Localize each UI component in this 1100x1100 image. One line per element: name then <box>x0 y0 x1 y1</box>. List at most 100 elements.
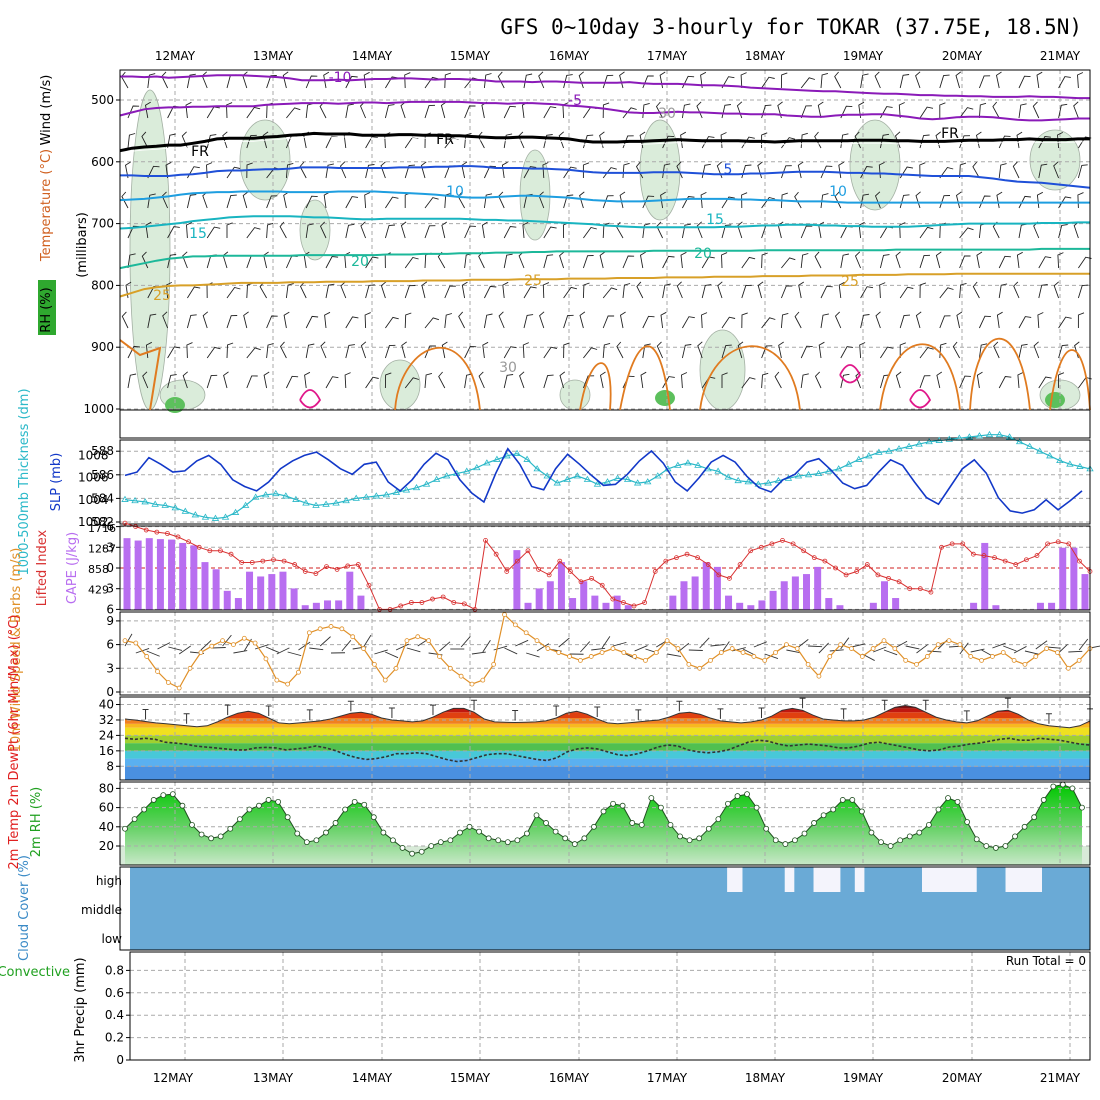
wind-barb <box>206 226 221 239</box>
cloud-gap <box>727 867 743 892</box>
wind10m-barb <box>937 638 949 650</box>
rh-marker <box>705 825 712 832</box>
rh-marker <box>600 808 607 815</box>
temp-minmax-bar <box>1045 713 1052 724</box>
wind-barb <box>1053 161 1060 179</box>
contour-30 <box>969 337 1031 411</box>
wind-barb <box>286 107 301 119</box>
thickness-marker <box>814 469 823 477</box>
wind-barb <box>345 344 355 359</box>
thickness-marker <box>684 459 692 466</box>
wind10m-ylabel: 10m Wind Speed & Barbs (m/s) <box>9 548 24 753</box>
wind-barb <box>483 165 496 179</box>
wind-barb <box>1057 131 1063 149</box>
wind-barb <box>482 341 489 359</box>
thickness-marker <box>493 455 501 462</box>
wind-barb <box>721 224 732 239</box>
wind10m-marker <box>729 646 735 651</box>
wind-barb <box>543 226 557 239</box>
thickness-marker <box>312 501 320 508</box>
li-marker <box>578 579 584 585</box>
wind-barb <box>424 345 436 359</box>
rh-marker <box>715 816 722 823</box>
rh-marker <box>887 843 894 849</box>
wind10m-marker <box>718 650 724 655</box>
cape-ticklabel: 1287 <box>88 542 116 555</box>
li-marker <box>165 531 170 536</box>
thickness-marker <box>885 447 893 454</box>
li-marker <box>154 529 160 535</box>
li-marker <box>440 594 446 600</box>
wind10m-barb <box>753 641 768 648</box>
wind-barb <box>935 131 941 149</box>
wind-barb <box>860 286 874 299</box>
li-marker <box>1055 539 1061 545</box>
thickness-marker <box>553 479 561 486</box>
wind-barb <box>182 251 188 269</box>
li-marker <box>822 558 828 564</box>
thickness-marker <box>714 467 722 474</box>
wind-barb <box>127 373 137 389</box>
wind-barb <box>919 106 934 119</box>
contour-label: FR <box>191 144 209 160</box>
wind-barb <box>246 227 261 239</box>
thickness-marker <box>1015 437 1024 445</box>
wind-barb <box>444 72 452 89</box>
wind10m-barb <box>883 649 898 656</box>
wind-barb <box>978 195 991 209</box>
li-marker <box>663 558 669 564</box>
wind-barb <box>959 227 974 239</box>
rh2m-frame <box>119 781 1091 866</box>
thickness-marker <box>513 449 521 456</box>
wind-barb <box>998 283 1008 299</box>
wind-barb <box>563 342 570 359</box>
wind-barb <box>559 371 566 389</box>
wind-barb <box>721 316 736 329</box>
chart-body: 12MAY 12MAY 13MAY 13MAY 14MAY 14MAY 15MAY 15MAY… <box>0 49 1100 1085</box>
cape-bar <box>769 590 777 610</box>
wind-barb <box>919 226 934 239</box>
rh-patch <box>129 89 171 411</box>
wind10m-marker <box>144 654 150 659</box>
wind-barb <box>956 311 963 329</box>
li-marker <box>886 575 891 581</box>
wind10m-barb <box>970 648 985 653</box>
thickness-marker <box>543 472 551 479</box>
rh-marker <box>1059 781 1066 788</box>
cape-bar <box>1059 547 1067 610</box>
wind10m-marker <box>751 654 757 659</box>
li-marker <box>1066 541 1072 547</box>
thickness-marker <box>422 480 431 487</box>
cape-bar <box>346 571 354 610</box>
thickness-ylabel: 1000-500mb Thickness (dm) <box>17 388 32 575</box>
wind-barb <box>656 341 664 359</box>
slp-ticklabel: 1004 <box>78 493 109 507</box>
wind-barb <box>1077 164 1088 179</box>
wind10m-barb <box>460 636 471 648</box>
wind-barb <box>655 101 663 119</box>
wind10m-barb <box>1013 646 1027 654</box>
cape-bar <box>234 598 242 610</box>
pressure-ticklabel: 700 <box>91 217 114 231</box>
wind-barb <box>1077 72 1084 89</box>
rh-marker <box>495 837 502 844</box>
wind-barb <box>483 285 497 299</box>
thickness-marker <box>593 480 602 487</box>
li-marker <box>737 562 743 567</box>
pressure-ticklabel: 800 <box>91 278 114 292</box>
wind10m-marker <box>599 650 605 655</box>
wind10m-barb <box>504 647 518 655</box>
wind-barb <box>579 191 585 209</box>
cape-bar <box>892 598 900 610</box>
x-label-bottom: 15MAY <box>450 1071 491 1085</box>
wind10m-marker <box>653 650 659 655</box>
wind-barb <box>939 102 946 118</box>
wind10m-marker <box>892 646 898 651</box>
wind10m-marker <box>187 665 193 671</box>
thickness-marker <box>613 474 622 481</box>
wind-barb <box>1058 316 1072 329</box>
wind-barb <box>899 194 910 209</box>
thickness-marker <box>483 459 491 466</box>
wind-barb <box>800 105 812 119</box>
li-marker <box>302 569 308 574</box>
